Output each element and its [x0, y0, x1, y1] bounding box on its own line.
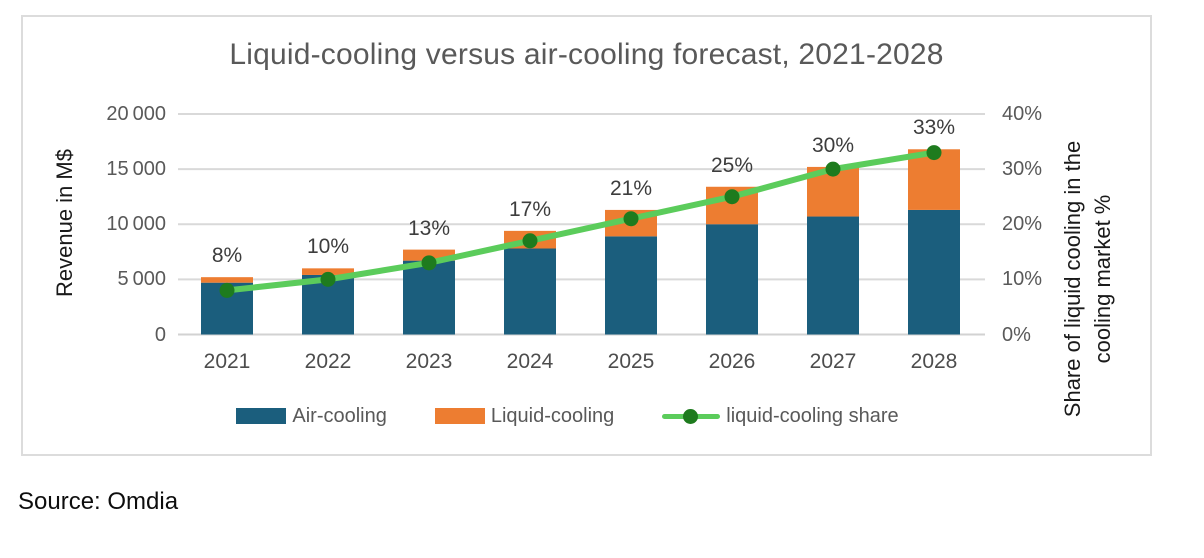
x-axis-label-2027: 2027 — [809, 350, 857, 373]
share-data-label-2025: 21% — [609, 176, 653, 200]
air-cooling-bar-2023 — [403, 260, 455, 335]
share-marker-2023 — [421, 255, 437, 271]
air-cooling-bar-2028 — [908, 209, 960, 335]
share-line-marker-icon — [662, 408, 721, 424]
x-axis-label-2022: 2022 — [304, 350, 352, 373]
right-axis-tick-40%: 40% — [1002, 103, 1043, 125]
left-axis-tick-10 000: 10 000 — [106, 213, 166, 236]
share-line — [224, 149, 937, 294]
share-marker-2022 — [320, 271, 336, 287]
right-axis-tick-30%: 30% — [1002, 158, 1043, 181]
share-data-label-2023: 13% — [407, 216, 451, 240]
air-cooling-swatch-icon — [236, 408, 287, 424]
right-axis-tick-20%: 20% — [1002, 213, 1043, 236]
x-axis-label-2024: 2024 — [506, 350, 554, 373]
legend-item-liquid-cooling: Liquid-cooling — [434, 404, 615, 428]
left-axis-tick-15 000: 15 000 — [106, 158, 166, 181]
share-marker-2025 — [623, 211, 639, 227]
right-axis-tick-0%: 0% — [1002, 323, 1031, 346]
source-note: Source: Omdia — [18, 488, 179, 515]
x-axis-label-2025: 2025 — [607, 350, 655, 373]
share-marker-2024 — [522, 233, 538, 249]
legend-item-share: liquid-cooling share — [662, 404, 899, 428]
liquid-cooling-swatch-icon — [434, 408, 485, 424]
right-axis-tick-10%: 10% — [1002, 268, 1043, 291]
share-marker-2021 — [219, 282, 235, 298]
legend-label-air-cooling: Air-cooling — [292, 404, 387, 427]
share-marker-2028 — [926, 145, 942, 161]
share-data-label-2027: 30% — [811, 133, 855, 157]
left-axis-tick-5 000: 5 000 — [117, 268, 167, 291]
x-axis-label-2021: 2021 — [203, 350, 251, 373]
share-marker-icon — [683, 409, 699, 424]
left-axis-tick-20 000: 20 000 — [106, 103, 166, 125]
legend-item-air-cooling: Air-cooling — [236, 404, 387, 428]
liquid-cooling-bar-2021 — [201, 277, 253, 283]
liquid-cooling-bar-2023 — [403, 249, 455, 261]
share-marker-2027 — [825, 161, 841, 177]
share-data-label-2024: 17% — [508, 197, 552, 221]
share-data-label-2021: 8% — [211, 244, 243, 268]
share-data-label-2022: 10% — [306, 235, 350, 259]
x-axis-label-2023: 2023 — [405, 350, 453, 373]
legend-label-share: liquid-cooling share — [726, 404, 899, 427]
chart-title: Liquid-cooling versus air-cooling foreca… — [229, 38, 944, 71]
legend-label-liquid-cooling: Liquid-cooling — [490, 404, 615, 427]
left-axis-tick-0: 0 — [154, 323, 166, 346]
chart-frame — [21, 15, 1152, 456]
share-data-label-2026: 25% — [710, 153, 754, 177]
x-axis-label-2026: 2026 — [708, 350, 756, 373]
share-marker-2026 — [724, 189, 740, 205]
air-cooling-bar-2025 — [605, 236, 657, 335]
air-cooling-bar-2026 — [706, 224, 758, 335]
legend: Air-cooling Liquid-cooling liquid-coolin… — [150, 402, 985, 430]
air-cooling-bar-2027 — [807, 216, 859, 335]
air-cooling-bar-2024 — [504, 248, 556, 335]
liquid-cooling-bar-2022 — [302, 268, 354, 275]
share-data-label-2028: 33% — [912, 116, 956, 140]
x-axis-label-2028: 2028 — [910, 350, 958, 373]
